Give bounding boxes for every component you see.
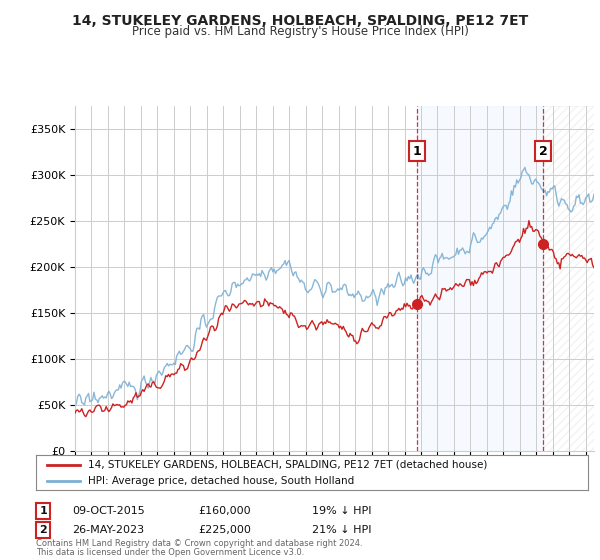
Text: 1: 1 xyxy=(40,506,47,516)
Text: £225,000: £225,000 xyxy=(198,525,251,535)
Text: 26-MAY-2023: 26-MAY-2023 xyxy=(72,525,144,535)
Text: Contains HM Land Registry data © Crown copyright and database right 2024.: Contains HM Land Registry data © Crown c… xyxy=(36,539,362,548)
Text: Price paid vs. HM Land Registry's House Price Index (HPI): Price paid vs. HM Land Registry's House … xyxy=(131,25,469,38)
Text: £160,000: £160,000 xyxy=(198,506,251,516)
Bar xyxy=(417,106,543,451)
Text: 09-OCT-2015: 09-OCT-2015 xyxy=(72,506,145,516)
Text: HPI: Average price, detached house, South Holland: HPI: Average price, detached house, Sout… xyxy=(88,475,355,486)
Bar xyxy=(543,106,594,451)
Text: 21% ↓ HPI: 21% ↓ HPI xyxy=(312,525,371,535)
Text: 2: 2 xyxy=(539,144,547,158)
Text: This data is licensed under the Open Government Licence v3.0.: This data is licensed under the Open Gov… xyxy=(36,548,304,557)
Text: 1: 1 xyxy=(413,144,422,158)
Text: 14, STUKELEY GARDENS, HOLBEACH, SPALDING, PE12 7ET (detached house): 14, STUKELEY GARDENS, HOLBEACH, SPALDING… xyxy=(88,460,488,470)
Text: 14, STUKELEY GARDENS, HOLBEACH, SPALDING, PE12 7ET: 14, STUKELEY GARDENS, HOLBEACH, SPALDING… xyxy=(72,14,528,28)
Text: 2: 2 xyxy=(40,525,47,535)
Text: 19% ↓ HPI: 19% ↓ HPI xyxy=(312,506,371,516)
